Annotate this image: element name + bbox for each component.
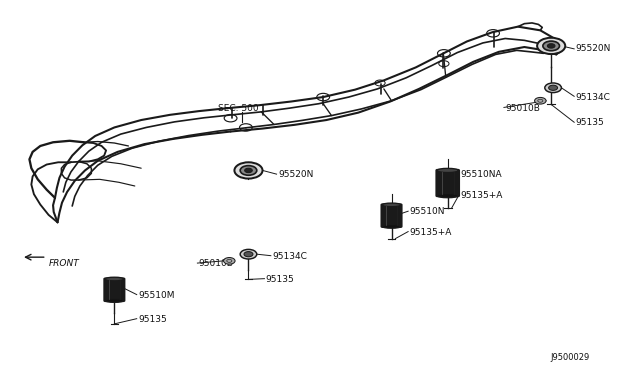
Text: 95520N: 95520N: [575, 44, 611, 53]
Ellipse shape: [105, 299, 124, 302]
Circle shape: [244, 168, 252, 173]
FancyBboxPatch shape: [104, 278, 125, 301]
Ellipse shape: [105, 277, 124, 281]
Text: 95510NA: 95510NA: [461, 170, 502, 179]
Circle shape: [547, 44, 555, 48]
Text: 95135+A: 95135+A: [461, 191, 503, 200]
Text: 95135: 95135: [138, 315, 167, 324]
Text: SEC. 500: SEC. 500: [218, 104, 259, 113]
Text: 95135+A: 95135+A: [410, 228, 452, 237]
Circle shape: [545, 83, 561, 93]
FancyBboxPatch shape: [436, 170, 460, 196]
Text: 95520N: 95520N: [278, 170, 314, 179]
Text: 95135: 95135: [266, 275, 294, 284]
Circle shape: [548, 85, 557, 90]
Circle shape: [244, 251, 253, 257]
Circle shape: [223, 257, 235, 264]
Text: 95010B: 95010B: [198, 259, 234, 268]
Circle shape: [537, 38, 565, 54]
Circle shape: [240, 166, 257, 175]
Text: J9500029: J9500029: [550, 353, 589, 362]
Ellipse shape: [437, 169, 458, 173]
Text: 95010B: 95010B: [505, 104, 540, 113]
Ellipse shape: [437, 193, 458, 198]
Circle shape: [534, 97, 546, 104]
FancyBboxPatch shape: [381, 204, 402, 227]
Circle shape: [240, 249, 257, 259]
Text: 95134C: 95134C: [272, 252, 307, 261]
Text: FRONT: FRONT: [49, 259, 79, 268]
Text: 95134C: 95134C: [575, 93, 611, 102]
Ellipse shape: [382, 225, 401, 228]
Circle shape: [234, 162, 262, 179]
Text: 95510M: 95510M: [138, 291, 175, 300]
Circle shape: [543, 41, 559, 51]
Text: 95510N: 95510N: [410, 208, 445, 217]
Text: 95135: 95135: [575, 119, 604, 128]
Ellipse shape: [382, 203, 401, 207]
